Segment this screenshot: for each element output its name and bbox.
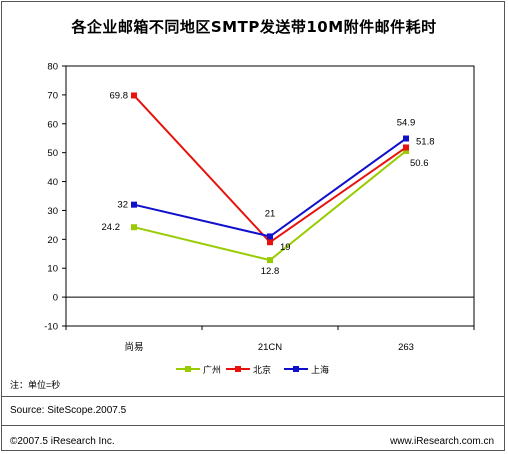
plot-area (65, 65, 475, 327)
legend-marker (235, 366, 241, 372)
y-tick-label: 30 (47, 206, 58, 217)
data-label: 54.9 (397, 118, 416, 129)
series-point-2 (131, 92, 137, 99)
legend-marker (185, 366, 191, 372)
y-tick-label: 70 (47, 90, 58, 101)
y-tick-label: 10 (47, 264, 58, 275)
series-line-3 (133, 137, 407, 238)
data-label: 50.6 (410, 158, 429, 169)
chart-title: 各企业邮箱不同地区SMTP发送带10M附件邮件耗时 (71, 18, 437, 36)
y-tick-label: 40 (47, 177, 58, 188)
series-point-3 (131, 201, 137, 208)
y-tick-label: 60 (47, 119, 58, 130)
series-point-3 (267, 233, 273, 240)
series-point-2 (403, 144, 409, 151)
series-point-2 (267, 239, 273, 246)
divider-bottom (2, 425, 504, 426)
source-text: Source: SiteScope.2007.5 (10, 405, 127, 416)
y-tick-label: 0 (53, 293, 58, 304)
y-tick-label: 80 (47, 62, 58, 73)
legend-label: 上海 (311, 364, 329, 376)
data-label: 69.8 (110, 90, 129, 101)
y-tick-label: -10 (44, 322, 58, 333)
data-label: 24.2 (102, 222, 121, 233)
x-tick-label: 尚易 (124, 341, 143, 353)
data-label: 32 (117, 200, 128, 211)
legend-label: 北京 (253, 364, 271, 376)
unit-note: 注：单位=秒 (10, 380, 61, 390)
legend-label: 广州 (203, 364, 221, 376)
divider-top (2, 396, 504, 397)
x-tick-label: 263 (398, 342, 414, 353)
website-link[interactable]: www.iResearch.com.cn (390, 436, 494, 447)
y-tick-label: 20 (47, 235, 58, 246)
series-point-1 (131, 224, 137, 231)
legend-marker (293, 366, 299, 372)
series-point-1 (267, 257, 273, 264)
data-label: 12.8 (261, 266, 280, 277)
data-label: 21 (265, 208, 276, 219)
x-tick-label: 21CN (258, 342, 282, 353)
data-label: 51.8 (416, 136, 435, 147)
copyright-text: ©2007.5 iResearch Inc. (10, 436, 115, 447)
series-point-3 (403, 135, 409, 142)
series-point-1 (403, 147, 409, 154)
data-label: 19 (280, 242, 291, 253)
y-tick-label: 50 (47, 148, 58, 159)
